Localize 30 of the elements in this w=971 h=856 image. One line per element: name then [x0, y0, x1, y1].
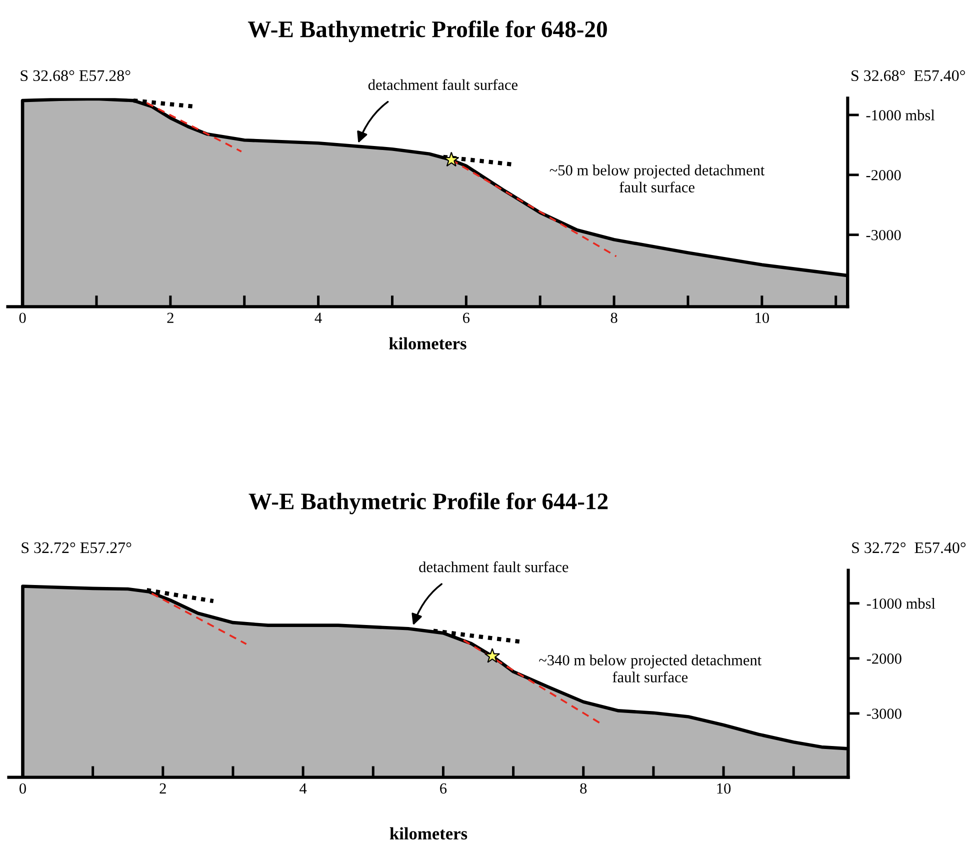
x-tick-label: 8 [610, 312, 618, 324]
y-tick-label: -1000 mbsl [866, 110, 935, 120]
y-tick-label: -2000 [866, 170, 901, 180]
x-tick-label: 10 [717, 783, 731, 794]
chart-title: W-E Bathymetric Profile for 644-12 [248, 492, 608, 514]
x-tick-label: 2 [167, 312, 174, 323]
text: S 32.68° E57.40° [852, 70, 965, 82]
text: S 32.72° E57.27° [22, 542, 132, 554]
y-tick-label: -3000 [866, 230, 901, 240]
x-tick-label: 0 [20, 783, 26, 794]
y-tick-label: -2000 [866, 654, 902, 664]
x-tick-label: 0 [19, 312, 26, 324]
x-tick-label: 10 [756, 312, 769, 324]
y-tick-label: -1000 mbsl [866, 598, 936, 609]
annotation: ~340 m below projected detachment fault surface [539, 654, 762, 682]
chart-title: W-E Bathymetric Profile for 648-20 [248, 20, 607, 42]
x-tick-label: 2 [160, 783, 166, 794]
annotation: detachment fault surface [368, 79, 518, 90]
y-tick-label: -3000 [866, 708, 902, 719]
x-axis-title: kilometers [389, 337, 466, 350]
x-tick-label: 6 [440, 783, 447, 794]
x-axis-title: kilometers [390, 827, 468, 840]
x-tick-label: 4 [314, 312, 322, 323]
annotation: detachment fault surface [419, 561, 568, 572]
text: S 32.68° E57.28° [20, 70, 130, 82]
x-tick-label: 4 [300, 783, 307, 794]
x-tick-label: 8 [580, 783, 587, 794]
text: S 32.72° E57.40° [852, 542, 966, 554]
x-tick-label: 6 [463, 312, 470, 324]
annotation: ~50 m below projected detachment fault surface [550, 164, 765, 192]
